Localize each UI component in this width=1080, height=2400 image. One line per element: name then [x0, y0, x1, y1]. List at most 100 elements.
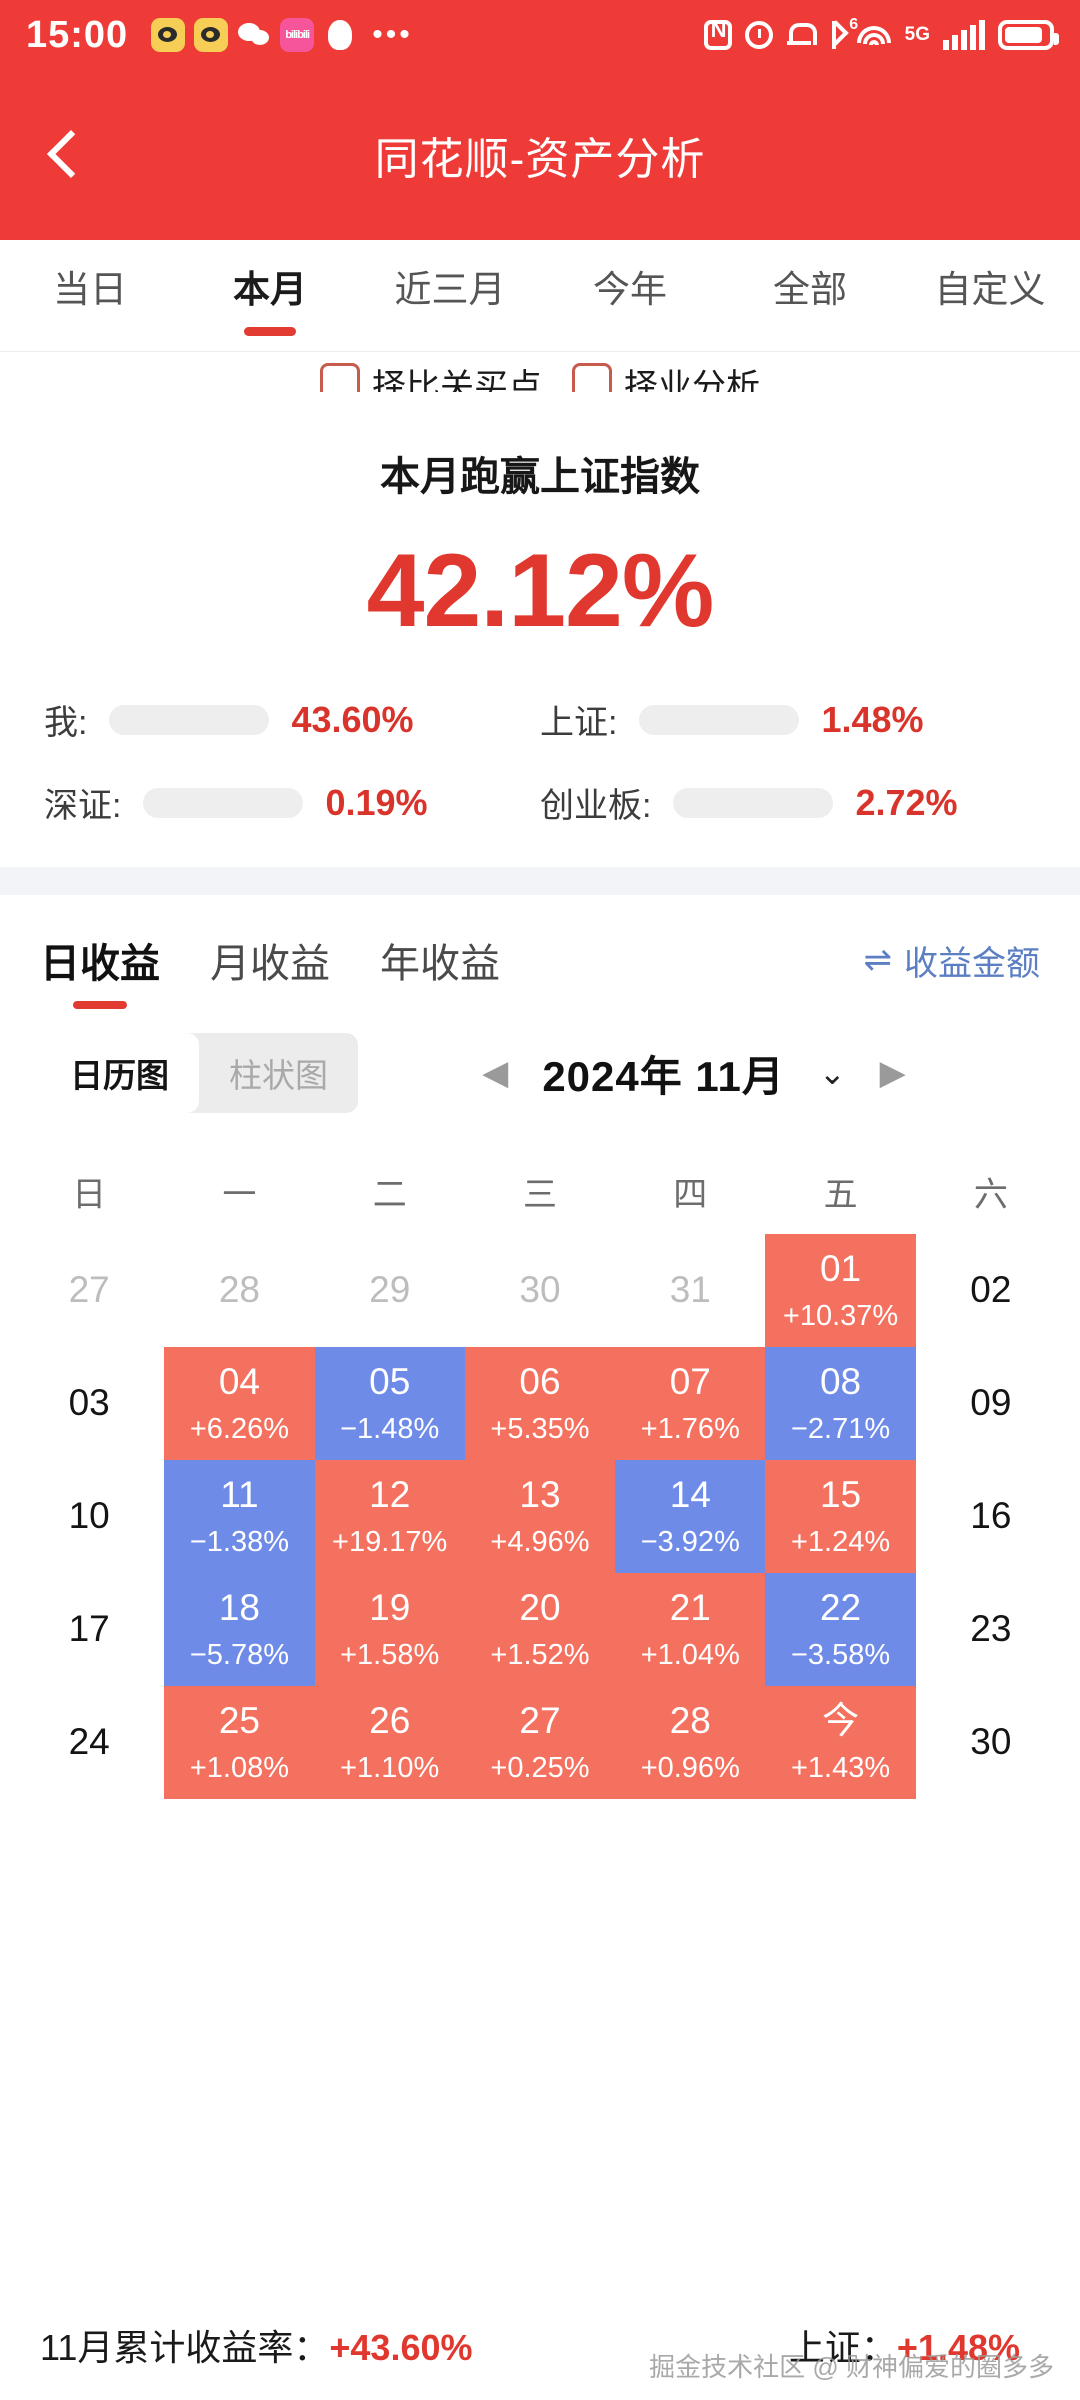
calendar-day-cell[interactable]: 30	[465, 1234, 615, 1347]
calendar-day-cell[interactable]: 30	[916, 1686, 1066, 1799]
weekday-tue: 二	[372, 1176, 407, 1214]
calendar-day-cell[interactable]: 26 +1.10%	[314, 1686, 465, 1799]
tab-this-month[interactable]: 本月	[180, 240, 360, 352]
view-mode-segmented-control: 日历图 柱状图	[40, 1033, 358, 1113]
calendar-day-cell[interactable]: 02	[916, 1234, 1066, 1347]
page-title: 同花顺-资产分析	[374, 135, 706, 184]
calendar-day-number: 21	[669, 1586, 711, 1628]
calendar-day-number: 06	[519, 1360, 561, 1402]
calendar-day-cell[interactable]: 16	[916, 1460, 1066, 1573]
calendar-day-number: 10	[68, 1495, 110, 1537]
chip-buy-points[interactable]: 择比关买点	[320, 352, 542, 392]
calendar-day-cell[interactable]: 05 −1.48%	[314, 1347, 465, 1460]
calendar-day-number: 03	[68, 1382, 110, 1424]
tab-yearly-income[interactable]: 年收益	[380, 942, 500, 986]
checkbox-icon[interactable]	[320, 363, 360, 392]
tab-monthly-income[interactable]: 月收益	[210, 942, 330, 986]
calendar-day-cell[interactable]: 07 +1.76%	[615, 1347, 766, 1460]
calendar-day-cell[interactable]: 04 +6.26%	[164, 1347, 315, 1460]
tab-this-year[interactable]: 今年	[593, 268, 667, 310]
wifi-generation-label: 6	[849, 16, 859, 33]
tab-all[interactable]: 全部	[773, 268, 847, 310]
calendar-day-cell[interactable]: 14 −3.92%	[615, 1460, 766, 1573]
bluetooth-icon	[825, 21, 843, 49]
calendar-day-number: 23	[970, 1608, 1012, 1650]
weibo-icon	[194, 18, 229, 52]
calendar-day-return: +10.37%	[782, 1299, 899, 1332]
calendar-day-cell[interactable]: 24	[14, 1686, 164, 1799]
calendar-day-cell[interactable]: 13 +4.96%	[464, 1460, 616, 1573]
calendar-day-cell[interactable]: 22 −3.58%	[765, 1573, 916, 1686]
chip-profit-analysis[interactable]: 择业分析	[572, 352, 760, 392]
view-mode-calendar[interactable]: 日历图	[40, 1033, 199, 1113]
comparison-chinext-bar	[673, 787, 834, 818]
weekday-header: 日 一 二 三 四 五 六	[14, 1149, 1066, 1234]
calendar-day-cell[interactable]: 01 +10.37%	[765, 1234, 916, 1347]
calendar-day-cell[interactable]: 23	[916, 1573, 1066, 1686]
calendar-day-cell[interactable]: 12 +19.17%	[314, 1460, 465, 1573]
comparison-me: 我: 43.60%	[44, 695, 540, 744]
alarm-icon	[744, 21, 773, 49]
calendar-day-cell[interactable]: 27 +0.25%	[464, 1686, 616, 1799]
calendar-day-number: 17	[68, 1608, 110, 1650]
calendar-day-cell[interactable]: 09	[916, 1347, 1066, 1460]
period-tab-bar: 当日 本月 近三月 今年 全部 自定义	[0, 240, 1080, 352]
calendar-day-cell[interactable]: 20 +1.52%	[464, 1573, 616, 1686]
network-type-label: 5G	[904, 24, 930, 45]
calendar-day-number: 今	[822, 1699, 860, 1741]
calendar-day-cell[interactable]: 15 +1.24%	[765, 1460, 916, 1573]
calendar-day-cell[interactable]: 27	[14, 1234, 164, 1347]
tab-custom[interactable]: 自定义	[934, 268, 1046, 310]
comparison-chinext-label: 创业板:	[540, 787, 652, 825]
calendar-day-cell[interactable]: 今 +1.43%	[765, 1686, 916, 1799]
calendar-day-number: 29	[369, 1269, 411, 1311]
calendar-day-number: 02	[970, 1269, 1012, 1311]
calendar-day-number: 20	[519, 1586, 561, 1628]
calendar-day-return: −3.58%	[790, 1638, 891, 1671]
tab-daily-income[interactable]: 日收益	[40, 931, 160, 1011]
tab-today[interactable]: 当日	[53, 268, 127, 310]
calendar-day-cell[interactable]: 06 +5.35%	[464, 1347, 616, 1460]
battery-icon	[998, 20, 1059, 50]
calendar-day-number: 28	[669, 1699, 711, 1741]
calendar-day-cell[interactable]: 18 −5.78%	[164, 1573, 315, 1686]
calendar-day-cell[interactable]: 17	[14, 1573, 164, 1686]
month-total-return: 11月累计收益率：+43.60%	[40, 2319, 473, 2371]
calendar-day-cell[interactable]: 11 −1.38%	[164, 1460, 315, 1573]
calendar-day-number: 12	[369, 1473, 411, 1515]
calendar-day-cell[interactable]: 08 −2.71%	[765, 1347, 916, 1460]
summary-value: 42.12%	[366, 533, 715, 649]
chevron-down-icon[interactable]: ⌄	[818, 1055, 846, 1091]
calendar-day-cell[interactable]: 19 +1.58%	[314, 1573, 465, 1686]
next-month-button[interactable]: ▶	[879, 1054, 906, 1092]
calendar-day-cell[interactable]: 28 +0.96%	[615, 1686, 766, 1799]
comparison-chinext-value: 2.72%	[855, 781, 958, 823]
calendar-footer: 11月累计收益率：+43.60% 上证：+1.48% 掘金技术社区 @ 财神偏爱…	[0, 2290, 1080, 2400]
switch-to-amount-label: 收益金额	[904, 944, 1040, 983]
app-header: 同花顺-资产分析	[0, 70, 1080, 240]
benchmark-return: 上证：+1.48%	[789, 2319, 1020, 2371]
calendar-day-number: 27	[519, 1699, 561, 1741]
calendar-day-cell[interactable]: 31	[615, 1234, 765, 1347]
weekday-thu: 四	[673, 1176, 708, 1214]
calendar-day-cell[interactable]: 25 +1.08%	[164, 1686, 315, 1799]
calendar-day-number: 30	[970, 1721, 1012, 1763]
comparison-sse-label: 上证:	[540, 704, 618, 742]
calendar-day-number: 28	[218, 1269, 260, 1311]
calendar-day-number: 15	[819, 1473, 862, 1515]
calendar-day-cell[interactable]: 10	[14, 1460, 164, 1573]
prev-month-button[interactable]: ◀	[482, 1054, 509, 1092]
calendar-day-cell[interactable]: 28	[164, 1234, 314, 1347]
switch-to-amount-button[interactable]: ⇌ 收益金额	[864, 936, 1041, 1007]
calendar-day-cell[interactable]: 29	[315, 1234, 465, 1347]
watermark: 掘金技术社区 @ 财神偏爱的圈多多	[649, 2352, 1054, 2382]
bell-muted-icon	[786, 21, 817, 49]
checkbox-icon[interactable]	[572, 363, 612, 392]
tab-three-months[interactable]: 近三月	[394, 268, 506, 310]
chip-profit-analysis-label: 择业分析	[624, 367, 760, 393]
swap-icon: ⇌	[863, 941, 893, 979]
view-mode-bar[interactable]: 柱状图	[229, 1057, 328, 1094]
calendar-day-return: +1.52%	[490, 1638, 590, 1671]
calendar-day-cell[interactable]: 21 +1.04%	[615, 1573, 766, 1686]
calendar-day-cell[interactable]: 03	[14, 1347, 164, 1460]
